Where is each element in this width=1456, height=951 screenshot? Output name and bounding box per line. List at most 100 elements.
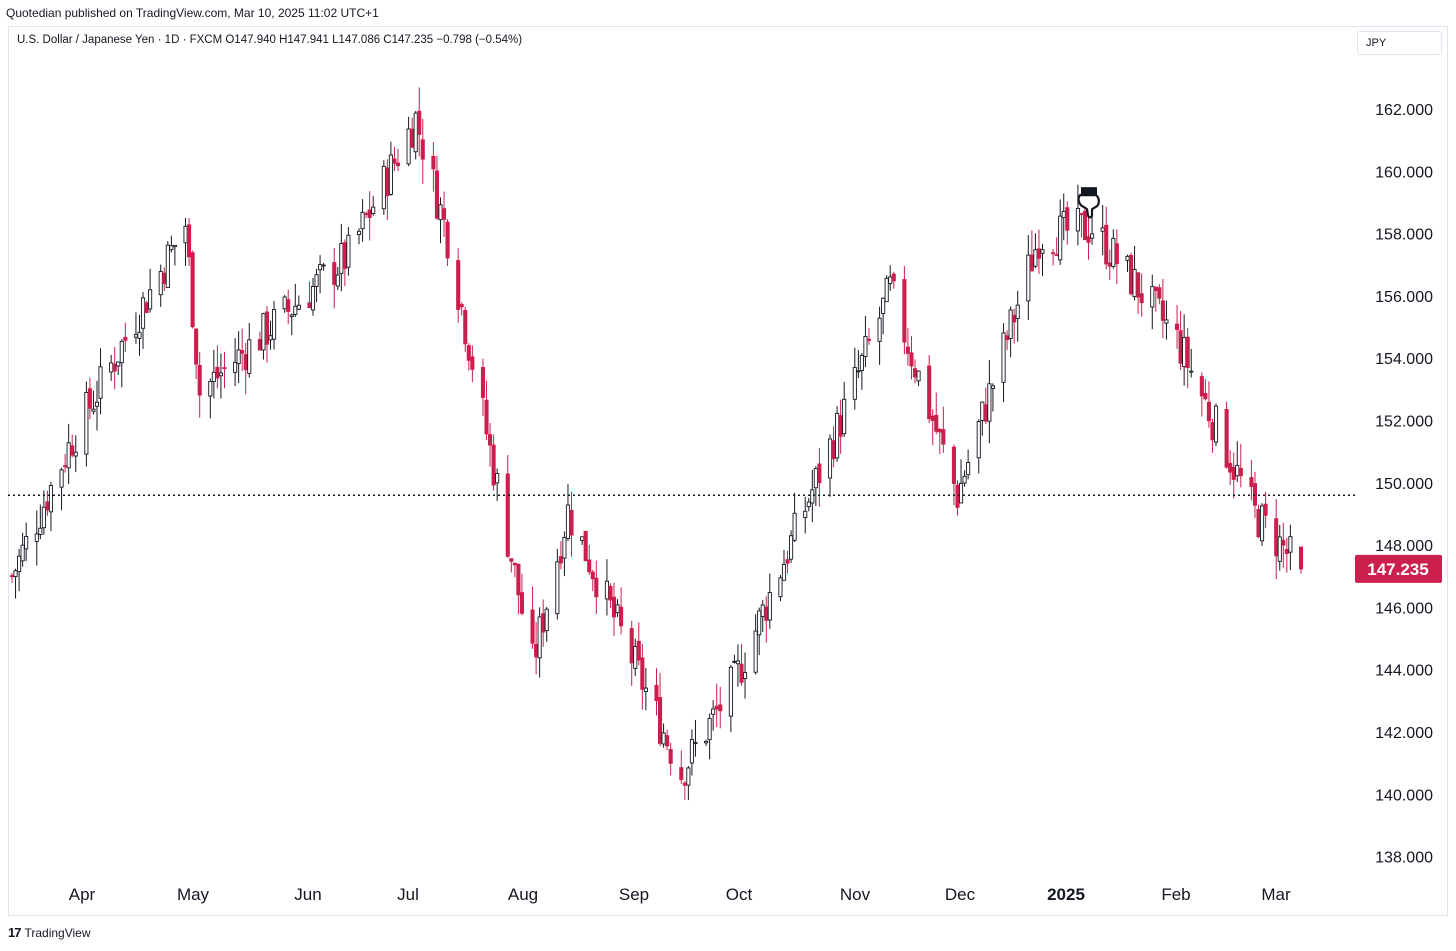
y-tick-label: 158.000 [1375,227,1433,244]
candle [789,530,794,563]
candle [955,480,960,516]
x-tick-label: Feb [1161,885,1190,904]
candle [215,345,220,389]
candle [335,266,340,290]
candle [34,510,39,566]
candle-body [172,244,177,248]
candle-body [1259,505,1265,542]
candle-body [856,370,861,373]
candle-body [966,462,971,476]
candle [1153,286,1158,312]
candle [934,392,939,435]
candle [735,644,740,687]
candle-body [413,112,418,153]
symbol-ohlc-line: U.S. Dollar / Japanese Yen · 1D · FXCM O… [17,34,523,46]
candle-body [222,367,227,370]
candle [364,211,369,219]
currency-button[interactable]: JPY [1357,31,1442,55]
y-tick-label: 150.000 [1375,476,1433,493]
candle [410,117,415,148]
candle-body [686,767,691,786]
candle [119,339,124,388]
candle [488,423,493,467]
candle-body [1256,509,1261,538]
candle-body [240,350,245,354]
candle-body [140,297,146,329]
candle [463,306,468,353]
y-tick-label: 152.000 [1375,414,1433,431]
candle-body [1040,249,1045,254]
candle-body [1252,483,1258,506]
candle [1001,323,1006,402]
candle [512,562,517,578]
candle-body [1111,237,1116,267]
candle-body [962,475,967,484]
x-axis: Apr May Jun Jul Aug Sep Oct Nov Dec 2025 Feb Mar [69,885,1291,904]
tradingview-logo[interactable]: 17 TradingView [8,925,91,940]
candle [271,300,277,350]
candle [1029,230,1034,272]
candle-body [197,364,202,396]
candle-body [569,509,574,536]
candle [891,271,896,289]
candle-body [1090,233,1095,239]
candle-body [264,311,270,345]
candle [1100,204,1105,256]
candle [835,406,840,462]
candle [417,87,422,157]
candle [580,536,585,545]
candle-body [194,328,199,365]
candle-body [94,401,100,407]
candle [445,219,450,267]
candle [98,348,103,415]
candle-body [764,606,769,621]
candle [495,468,500,502]
candle-body [208,380,213,397]
candle [1182,314,1187,386]
candle-body [339,243,344,275]
candle-body [463,310,468,345]
candle [183,217,188,266]
candle-body [1139,293,1144,304]
candle-body [1206,401,1211,422]
candle [318,255,323,294]
candle [636,622,641,666]
candle [296,295,301,311]
candle-body [1082,210,1088,241]
candle-body [657,697,663,744]
candle [852,347,857,410]
candle-body [544,608,549,632]
candle-body [1107,262,1112,267]
candle-body [1114,243,1119,265]
candle-body [41,506,46,529]
candle [866,328,872,345]
candle-body [516,563,521,596]
candle [803,496,808,534]
candle-body [1029,254,1034,272]
candle [927,354,932,424]
candle-body [583,530,588,562]
candle-body [604,580,609,600]
candle [133,312,138,344]
candle-body [1065,207,1070,231]
candle-body [792,512,797,541]
candle [1228,450,1233,485]
candle [491,434,496,491]
candle [137,314,142,356]
candle [569,491,574,557]
candle-body [45,501,50,511]
candle-body [1136,272,1141,298]
candle-body [456,260,461,310]
candle-body [1277,536,1282,562]
candle-body [565,504,571,539]
candle [541,599,546,647]
candle [371,196,376,216]
candle-body [636,640,641,661]
candle-body [441,208,447,220]
candle [385,159,390,220]
candle-body [1008,309,1013,339]
candle [1012,308,1017,344]
y-tick-label: 140.000 [1375,787,1433,804]
candle-body [395,162,401,167]
